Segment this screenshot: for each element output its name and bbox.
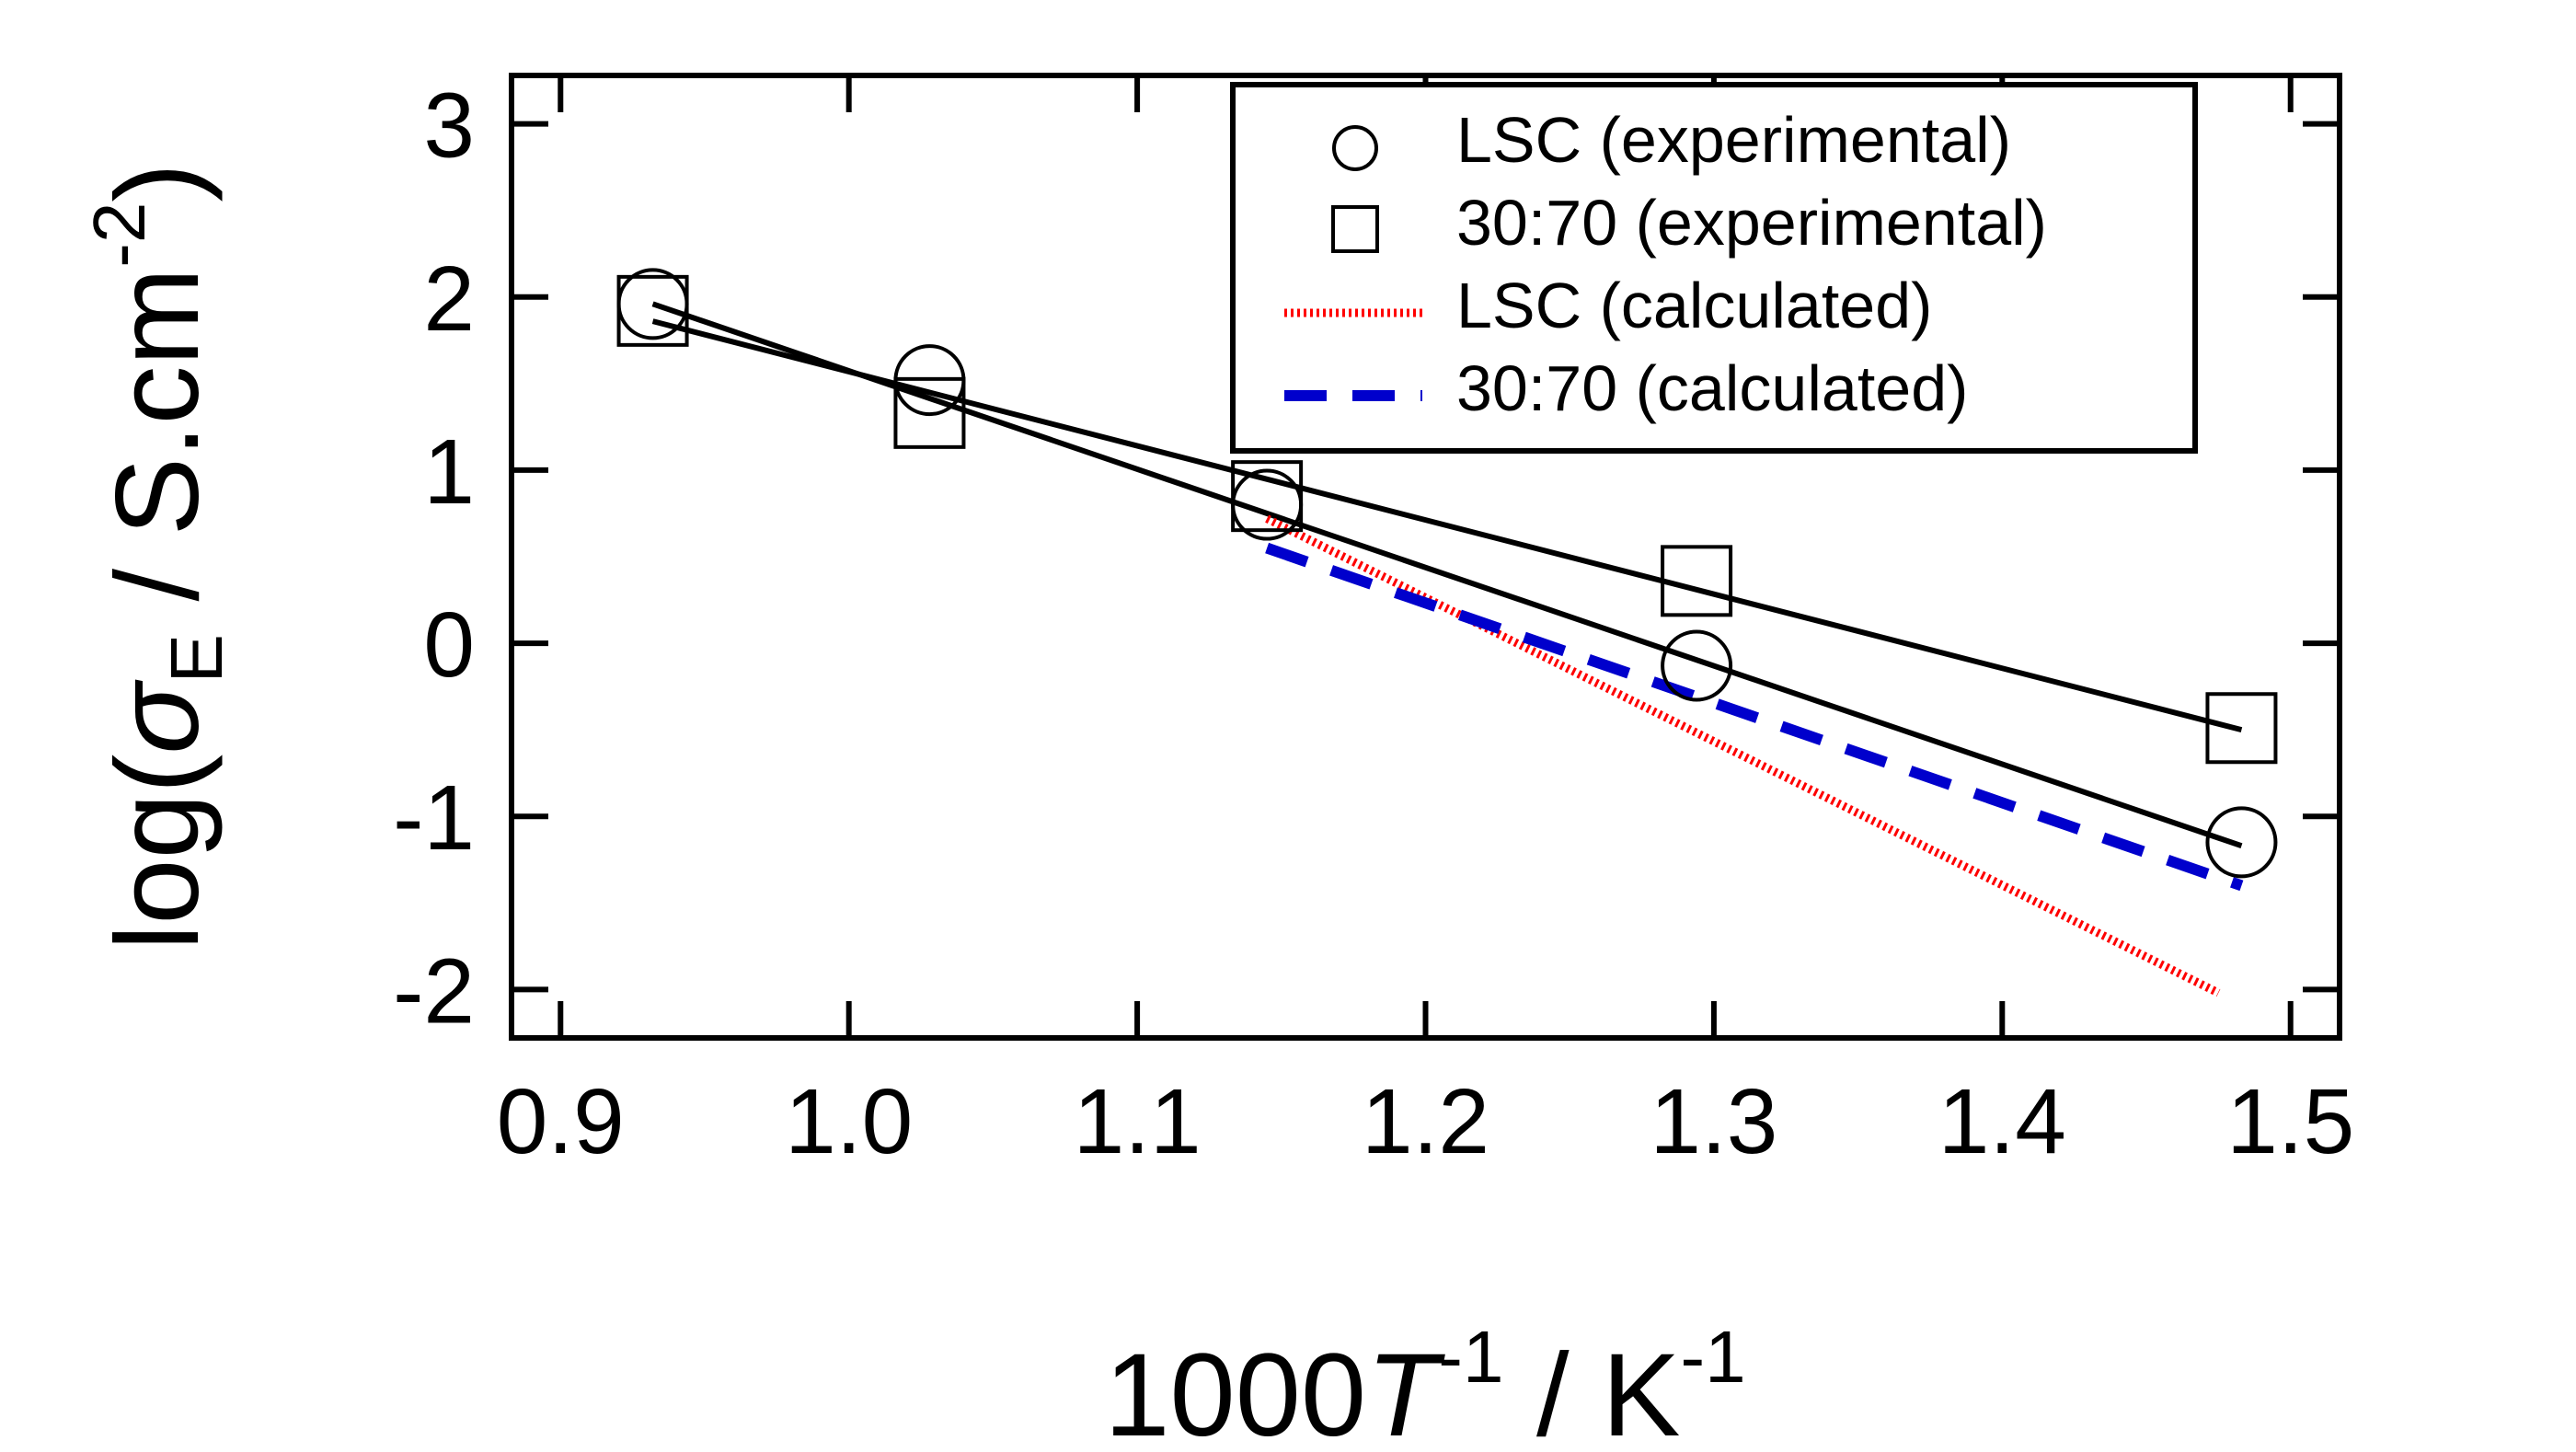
square-point-2 bbox=[1231, 460, 1304, 533]
calculated-lines bbox=[1265, 514, 2244, 997]
x-axis-label-main: 1000 bbox=[1104, 1330, 1366, 1452]
y-tick-label-2: 1 bbox=[423, 421, 475, 524]
square-point-3 bbox=[1661, 545, 1733, 617]
x-axis-label-italic: T bbox=[1366, 1330, 1445, 1452]
y-axis-label-sub: E bbox=[155, 634, 237, 683]
calculated-line-3 bbox=[1265, 542, 2244, 892]
legend-label-3070-calculated: 30:70 (calculated) bbox=[1456, 352, 1968, 424]
x-axis-label-sup1: -1 bbox=[1438, 1316, 1503, 1398]
x-tick-label-4: 1.3 bbox=[1650, 1070, 1777, 1173]
legend-label-lsc-calculated: LSC (calculated) bbox=[1456, 270, 1932, 341]
legend-marker-square bbox=[1331, 205, 1379, 253]
fit-line-0 bbox=[651, 301, 2243, 849]
y-axis-label-prefix: log( bbox=[92, 755, 224, 951]
x-tick-label-6: 1.5 bbox=[2226, 1070, 2354, 1173]
circle-point-4 bbox=[2205, 806, 2278, 879]
legend-marker-circle bbox=[1332, 125, 1378, 171]
x-tick-label-5: 1.4 bbox=[1938, 1070, 2066, 1173]
square-point-0 bbox=[616, 274, 689, 347]
y-axis-label-sigma: σ bbox=[92, 679, 224, 755]
y-axis-label-sup: -2 bbox=[78, 202, 160, 268]
y-tick-label-4: -1 bbox=[393, 766, 475, 870]
y-tick-label-0: 3 bbox=[423, 75, 475, 178]
y-tick-label-1: 2 bbox=[423, 248, 475, 351]
legend: LSC (experimental) 30:70 (experimental) … bbox=[1230, 82, 2198, 454]
legend-label-3070-experimental: 30:70 (experimental) bbox=[1456, 187, 2047, 259]
x-axis-label: 1000T-1 / K-1 bbox=[1104, 1316, 1745, 1452]
square-point-4 bbox=[2205, 692, 2278, 765]
y-tick-label-5: -2 bbox=[393, 939, 475, 1043]
y-axis-label-rest: / S.cm bbox=[92, 268, 224, 634]
circle-point-3 bbox=[1661, 629, 1733, 702]
y-tick-label-3: 0 bbox=[423, 593, 475, 697]
x-axis-label-sup2: -1 bbox=[1681, 1316, 1746, 1398]
y-axis-label: log(σE / S.cm-2) bbox=[78, 163, 237, 951]
x-tick-label-3: 1.2 bbox=[1362, 1070, 1489, 1173]
x-axis-label-rest: / K bbox=[1503, 1330, 1680, 1452]
fit-lines bbox=[651, 301, 2243, 849]
fit-line-1 bbox=[651, 318, 2243, 733]
square-point-1 bbox=[893, 376, 966, 449]
data-points bbox=[616, 268, 2278, 879]
x-tick-label-0: 0.9 bbox=[497, 1070, 625, 1173]
x-tick-label-1: 1.0 bbox=[785, 1070, 913, 1173]
legend-label-lsc-experimental: LSC (experimental) bbox=[1456, 104, 2011, 176]
legend-box bbox=[1230, 82, 2198, 454]
calculated-line-2 bbox=[1265, 514, 2221, 997]
x-tick-label-2: 1.1 bbox=[1074, 1070, 1202, 1173]
y-axis-label-suffix: ) bbox=[92, 163, 224, 202]
tick-labels: 0.9 1.0 1.1 1.2 1.3 1.4 1.5 3 2 1 0 -1 -2 bbox=[393, 75, 2354, 1173]
